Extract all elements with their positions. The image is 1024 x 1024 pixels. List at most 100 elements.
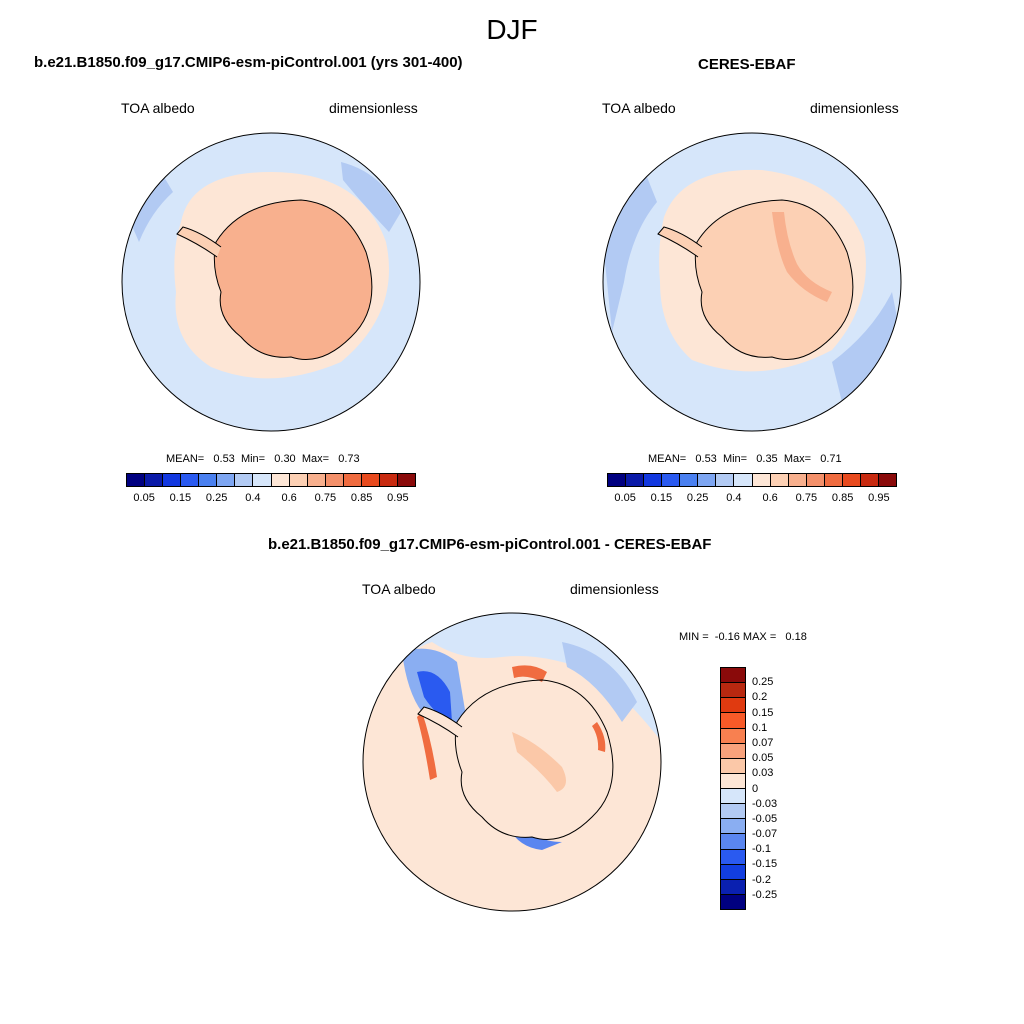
- panel-2-map: [602, 132, 902, 432]
- strong-negative-patch: [417, 671, 452, 722]
- panel-2-colorbar-labels: 0.05 0.15 0.25 0.4 0.6 0.75 0.85 0.95: [607, 492, 897, 506]
- colorbar-swatch: [307, 474, 326, 486]
- colorbar-swatch: [721, 713, 745, 729]
- colorbar-swatch: [662, 474, 681, 486]
- colorbar-swatch: [271, 474, 290, 486]
- min-value: 0.30: [274, 453, 296, 465]
- colorbar-swatch: [721, 758, 745, 774]
- colorbar-swatch: [379, 474, 398, 486]
- colorbar-swatch: [626, 474, 645, 486]
- min-label: MIN =: [679, 631, 709, 643]
- colorbar-tick-label: 0.25: [752, 676, 774, 689]
- colorbar-tick-label: 0.4: [726, 492, 742, 504]
- min-label: Min=: [722, 453, 748, 465]
- colorbar-swatch: [721, 743, 745, 759]
- low-albedo-ocean-patch: [341, 162, 401, 232]
- colorbar-swatch: [721, 894, 745, 909]
- colorbar-tick-label: 0.25: [205, 492, 228, 504]
- colorbar-tick-label: -0.25: [752, 888, 778, 901]
- colorbar-swatch: [325, 474, 344, 486]
- colorbar-tick-label: 0.4: [245, 492, 261, 504]
- coastline: [213, 199, 373, 360]
- min-value: -0.16: [714, 631, 740, 643]
- colorbar-swatch: [721, 698, 745, 714]
- colorbar-swatch: [721, 789, 745, 805]
- colorbar-swatch: [721, 773, 745, 789]
- colorbar-swatch: [199, 474, 218, 486]
- colorbar-swatch: [721, 834, 745, 850]
- strong-positive-patch: [592, 722, 606, 752]
- colorbar-tick-label: 0.25: [686, 492, 709, 504]
- colorbar-swatch: [397, 474, 415, 486]
- colorbar-tick-label: 0.6: [281, 492, 297, 504]
- colorbar-tick-label: 0: [752, 782, 759, 795]
- panel-1-colorbar-labels: 0.05 0.15 0.25 0.4 0.6 0.75 0.85 0.95: [126, 492, 416, 506]
- colorbar-swatch: [253, 474, 272, 486]
- panel-1-map: [121, 132, 421, 432]
- colorbar-tick-label: -0.05: [752, 812, 778, 825]
- map-boundary: [362, 612, 662, 912]
- panel-1-variable-label: TOA albedo: [121, 100, 195, 116]
- colorbar-swatch: [217, 474, 236, 486]
- panel-3-units-label: dimensionless: [570, 581, 659, 597]
- high-albedo-ridge: [772, 212, 832, 302]
- colorbar-tick-label: -0.07: [752, 828, 778, 841]
- colorbar-swatch: [721, 819, 745, 835]
- antarctic-ice-sheet: [695, 200, 853, 360]
- colorbar-tick-label: 0.85: [831, 492, 854, 504]
- colorbar-swatch: [235, 474, 254, 486]
- colorbar-swatch: [721, 879, 745, 895]
- colorbar-tick-label: 0.03: [752, 767, 774, 780]
- colorbar-swatch: [824, 474, 843, 486]
- mean-label: MEAN=: [166, 453, 205, 465]
- near-zero-difference-area: [363, 613, 661, 742]
- colorbar-swatch: [698, 474, 717, 486]
- colorbar-swatch: [806, 474, 825, 486]
- colorbar-tick-label: 0.75: [314, 492, 337, 504]
- colorbar-tick-label: 0.15: [169, 492, 192, 504]
- panel-3-colorbar-labels: 0.25 0.2 0.15 0.1 0.07 0.05 0.03 0 -0.03 -0.05 -0.…: [752, 667, 812, 910]
- negative-difference-patch: [562, 642, 637, 722]
- colorbar-swatch: [343, 474, 362, 486]
- antarctic-peninsula: [176, 226, 222, 258]
- max-value: 0.73: [338, 453, 360, 465]
- panel-1-units-label: dimensionless: [329, 100, 418, 116]
- coastline: [694, 199, 854, 360]
- colorbar-tick-label: 0.85: [350, 492, 373, 504]
- antarctic-peninsula: [417, 706, 463, 738]
- colorbar-tick-label: -0.03: [752, 797, 778, 810]
- min-label: Min=: [240, 453, 266, 465]
- panel-3-colorbar: [720, 667, 746, 910]
- max-label: MAX =: [742, 631, 777, 643]
- colorbar-tick-label: 0.2: [752, 691, 768, 704]
- panel-3-variable-label: TOA albedo: [362, 581, 436, 597]
- panel-2-colorbar: [607, 473, 897, 487]
- panel-2-variable-label: TOA albedo: [602, 100, 676, 116]
- min-value: 0.35: [756, 453, 778, 465]
- colorbar-swatch: [721, 728, 745, 744]
- colorbar-swatch: [145, 474, 164, 486]
- colorbar-swatch: [644, 474, 663, 486]
- colorbar-swatch: [289, 474, 308, 486]
- colorbar-swatch: [860, 474, 879, 486]
- map-boundary: [602, 132, 902, 432]
- colorbar-swatch: [842, 474, 861, 486]
- colorbar-swatch: [878, 474, 896, 486]
- panel-2-units-label: dimensionless: [810, 100, 899, 116]
- panel-3-map: [362, 612, 662, 912]
- max-value: 0.18: [785, 631, 807, 643]
- colorbar-swatch: [788, 474, 807, 486]
- colorbar-tick-label: 0.95: [387, 492, 409, 504]
- max-label: Max=: [301, 453, 330, 465]
- colorbar-swatch: [734, 474, 753, 486]
- colorbar-swatch: [721, 668, 745, 684]
- panel-3-title: b.e21.B1850.f09_g17.CMIP6-esm-piControl.…: [268, 536, 712, 553]
- panel-2-title: CERES-EBAF: [698, 56, 796, 73]
- colorbar-tick-label: -0.1: [752, 843, 771, 856]
- colorbar-swatch: [721, 683, 745, 699]
- colorbar-swatch: [770, 474, 789, 486]
- panel-1-colorbar: [126, 473, 416, 487]
- colorbar-tick-label: 0.07: [752, 736, 774, 749]
- colorbar-tick-label: 0.75: [795, 492, 818, 504]
- colorbar-swatch: [181, 474, 200, 486]
